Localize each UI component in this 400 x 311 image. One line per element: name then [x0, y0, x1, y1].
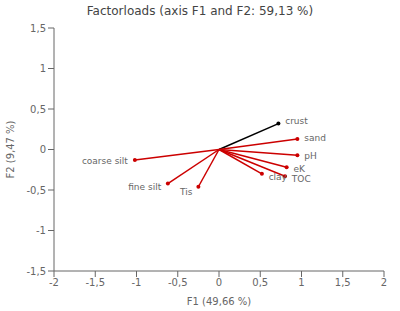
svg-text:-0,5: -0,5 — [26, 185, 46, 196]
svg-text:-0,5: -0,5 — [168, 277, 188, 288]
svg-text:0,5: 0,5 — [252, 277, 268, 288]
svg-text:0,5: 0,5 — [30, 104, 46, 115]
svg-text:eK: eK — [294, 164, 307, 174]
svg-text:-2: -2 — [49, 277, 59, 288]
svg-text:F1 (49,66 %): F1 (49,66 %) — [187, 296, 252, 307]
svg-text:F2 (9,47 %): F2 (9,47 %) — [8, 120, 16, 178]
svg-text:coarse silt: coarse silt — [82, 156, 128, 166]
svg-text:0: 0 — [216, 277, 222, 288]
html-text:Factorloads (axis F1 and F2: 5: Factorloads (axis F1 and F2: 59,13 %) — [86, 4, 314, 18]
svg-text:2: 2 — [381, 277, 387, 288]
svg-text:-1: -1 — [36, 225, 46, 236]
svg-text:1,5: 1,5 — [335, 277, 351, 288]
svg-text:1: 1 — [298, 277, 304, 288]
svg-text:TOC: TOC — [291, 174, 311, 184]
svg-text:clay: clay — [269, 172, 288, 182]
svg-text:-1,5: -1,5 — [85, 277, 105, 288]
svg-text:pH: pH — [304, 151, 316, 161]
svg-text:fine silt: fine silt — [128, 182, 161, 192]
svg-text:1,5: 1,5 — [30, 23, 46, 34]
svg-text:-1,5: -1,5 — [26, 266, 46, 277]
svg-text:0: 0 — [40, 144, 46, 155]
svg-text:1: 1 — [40, 63, 46, 74]
svg-text:crust: crust — [285, 116, 308, 126]
svg-text:sand: sand — [304, 133, 326, 143]
svg-text:-1: -1 — [132, 277, 142, 288]
svg-text:Tis: Tis — [179, 187, 193, 197]
